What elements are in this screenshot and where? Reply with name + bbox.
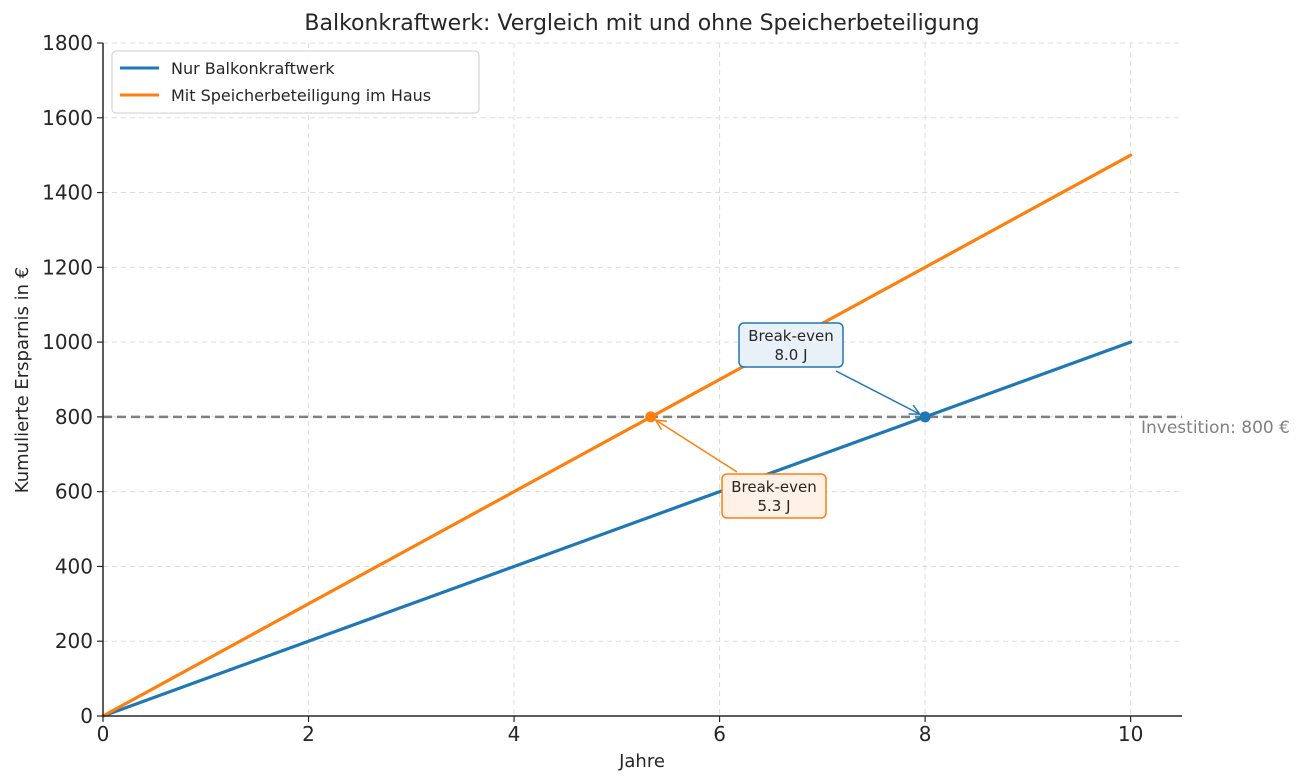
y-tick-label: 1200	[42, 255, 93, 279]
reference-line-group: Investition: 800 €	[103, 415, 1290, 438]
y-tick-label: 1600	[42, 106, 93, 130]
break-even-marker-0	[919, 411, 931, 423]
x-tick-label: 4	[508, 722, 521, 746]
break-even-box-0	[738, 322, 844, 368]
break-even-arrow-1	[655, 419, 738, 473]
y-tick-label: 1800	[42, 31, 93, 55]
legend-box	[111, 50, 480, 114]
x-axis-label: Jahre	[618, 751, 665, 772]
break-even-label-0: Break-even	[748, 327, 834, 345]
y-tick-label: 1000	[42, 330, 93, 354]
legend: Nur Balkonkraftwerk Mit Speicherbeteilig…	[111, 50, 480, 114]
x-tick-label: 0	[97, 722, 110, 746]
x-tick-label: 10	[1118, 722, 1143, 746]
y-tick-label: 1400	[42, 181, 93, 205]
series-group	[101, 153, 1133, 718]
investment-label: Investition: 800 €	[1141, 418, 1290, 438]
x-tick-label: 6	[713, 722, 726, 746]
break-even-marker-1	[645, 411, 657, 423]
break-even-arrow-0	[835, 370, 921, 415]
x-tick-label: 8	[919, 722, 932, 746]
break-even-label-1: Break-even	[731, 478, 817, 496]
break-even-arrowhead-0	[908, 404, 922, 415]
y-tick-label: 400	[55, 554, 93, 578]
legend-label-mit-speicherbeteiligung: Mit Speicherbeteiligung im Haus	[171, 86, 431, 105]
series-line-1	[101, 153, 1133, 718]
break-even-value-1: 5.3 J	[757, 497, 790, 515]
y-tick-label: 200	[55, 629, 93, 653]
y-tick-label: 800	[55, 405, 93, 429]
break-even-arrowhead-1	[654, 419, 667, 431]
axes: 0 2 4 6 8 10 0 200 400 600 800 1000 1200 1400 1600 1800	[42, 31, 1182, 746]
y-tick-label: 600	[55, 480, 93, 504]
y-tick-label: 0	[80, 704, 93, 728]
series-line-0	[101, 340, 1133, 718]
x-tick-label: 2	[302, 722, 315, 746]
break-even-value-0: 8.0 J	[774, 346, 807, 364]
chart-title: Balkonkraftwerk: Vergleich mit und ohne …	[304, 11, 979, 36]
grid	[103, 42, 1182, 716]
y-axis-label: Kumulierte Ersparnis in €	[12, 267, 33, 493]
break-even-box-1	[721, 473, 827, 519]
legend-label-nur-balkonkraftwerk: Nur Balkonkraftwerk	[171, 59, 335, 78]
